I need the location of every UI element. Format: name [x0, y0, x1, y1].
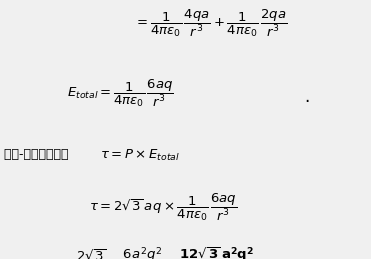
Text: $= \dfrac{1}{4\pi\varepsilon_0}\,\dfrac{4qa}{r^3} + \dfrac{1}{4\pi\varepsilon_0}: $= \dfrac{1}{4\pi\varepsilon_0}\,\dfrac{…	[134, 8, 287, 39]
Text: बल-आघूर्ण: बल-आघूर्ण	[4, 148, 72, 161]
Text: $= \dfrac{2\sqrt{3}}{4\pi\varepsilon_0} \times \dfrac{6a^2q^2}{r^3} = \dfrac{\ma: $= \dfrac{2\sqrt{3}}{4\pi\varepsilon_0} …	[59, 246, 256, 259]
Text: $E_{total} = \dfrac{1}{4\pi\varepsilon_0}\,\dfrac{6aq}{r^3}$: $E_{total} = \dfrac{1}{4\pi\varepsilon_0…	[67, 78, 174, 109]
Text: $\tau = P \times E_{total}$: $\tau = P \times E_{total}$	[100, 148, 180, 163]
Text: $\tau = 2\sqrt{3}\,aq \times \dfrac{1}{4\pi\varepsilon_0}\,\dfrac{6aq}{r^3}$: $\tau = 2\sqrt{3}\,aq \times \dfrac{1}{4…	[89, 192, 237, 223]
Text: .: .	[304, 88, 309, 106]
